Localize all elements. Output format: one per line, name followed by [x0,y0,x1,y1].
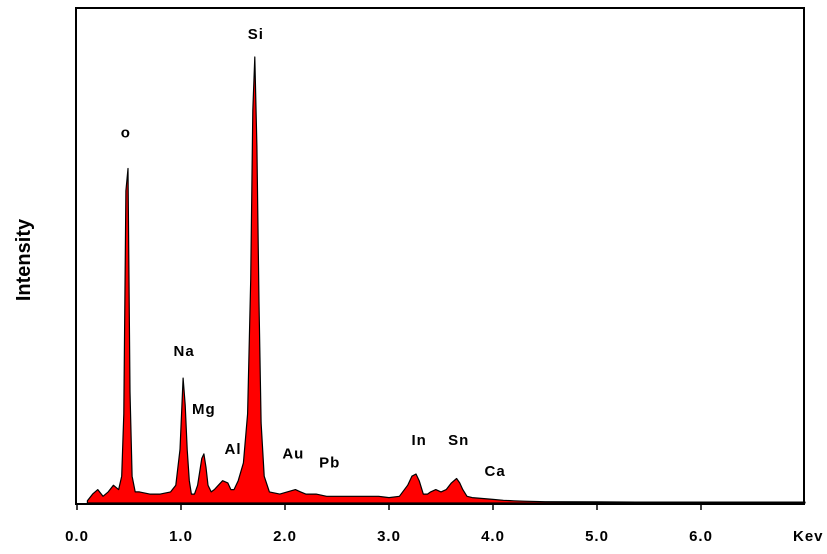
peak-label-si: Si [248,26,264,43]
x-axis-ticks: 0.0 1.0 2.0 3.0 4.0 5.0 6.0 [65,504,713,545]
peak-label-in: In [411,432,426,449]
peak-label-pb: Pb [319,454,340,471]
peak-labels: o Si Na Mg Al Au Pb In Sn Ca [121,26,505,480]
x-tick-label: 5.0 [585,528,609,545]
peak-label-ca: Ca [484,463,505,480]
peak-label-o: o [121,124,131,141]
x-tick-label: 4.0 [481,528,505,545]
peak-label-sn: Sn [448,432,469,449]
x-axis-label: Kev [793,528,824,545]
plot-frame [75,7,805,505]
x-tick-label: 6.0 [689,528,713,545]
peak-label-al: Al [225,441,242,458]
peak-label-na: Na [174,343,195,360]
y-axis-label: Intensity [13,218,35,301]
x-tick-label: 2.0 [273,528,297,545]
peak-label-au: Au [282,445,304,462]
x-tick-label: 1.0 [169,528,193,545]
x-tick-label: 0.0 [65,528,89,545]
peak-label-mg: Mg [192,401,216,418]
x-tick-label: 3.0 [377,528,401,545]
spectrum-area [86,56,806,504]
